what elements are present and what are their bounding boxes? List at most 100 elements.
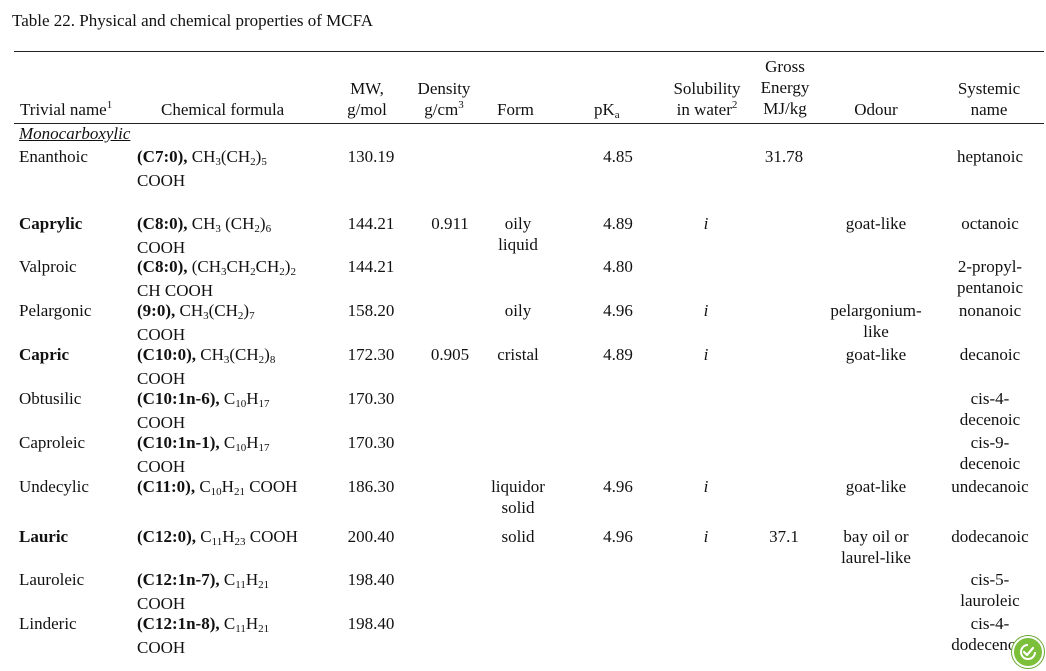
row-mw: 170.30 xyxy=(347,433,395,452)
formula-line1: (C12:1n-7), C11H21 xyxy=(137,569,269,593)
formula-subscript: 21 xyxy=(258,579,270,591)
formula-part: H xyxy=(246,389,259,408)
row-systemic-name: undecanoic xyxy=(942,476,1038,497)
header-solubility-line2: in water xyxy=(676,100,732,119)
formula-subscript: 10 xyxy=(210,486,222,498)
row-mw: 198.40 xyxy=(347,614,395,633)
formula-part: C xyxy=(223,433,236,452)
systemic-line1: cis-4- xyxy=(970,614,1010,633)
formula-code: (C7:0), xyxy=(137,147,188,166)
formula-subscript: 21 xyxy=(233,486,245,498)
formula-line2: COOH xyxy=(137,171,186,190)
row-systemic-name: heptanoic xyxy=(942,146,1038,167)
formula-line1: (C7:0), CH3(CH2)5 xyxy=(137,146,267,170)
row-solubility: i xyxy=(703,527,709,546)
systemic-line1: dodecanoic xyxy=(951,527,1029,546)
formula-line2: CH COOH xyxy=(137,281,214,300)
row-mw: 186.30 xyxy=(347,477,395,496)
formula-subscript: 2 xyxy=(237,310,244,322)
formula-subscript: 2 xyxy=(254,223,260,235)
header-pka: pKa xyxy=(594,99,620,123)
row-systemic-name: nonanoic xyxy=(942,300,1038,321)
row-mw: 158.20 xyxy=(347,301,395,320)
row-mw: 144.21 xyxy=(347,214,395,233)
header-solubility-sup: 2 xyxy=(731,99,738,111)
formula-subscript: 6 xyxy=(265,223,272,235)
header-chemical-formula: Chemical formula xyxy=(161,100,285,119)
odour-line2: laurel-like xyxy=(841,548,911,567)
row-pka: 4.96 xyxy=(603,477,633,496)
row-density: 0.905 xyxy=(430,345,470,364)
formula-part: ) xyxy=(284,257,291,276)
odour-line1: goat-like xyxy=(845,345,907,364)
leaf-check-icon[interactable] xyxy=(1012,636,1044,668)
row-solubility: i xyxy=(703,345,709,364)
formula-part: ) xyxy=(264,345,270,364)
formula-line1: (C10:0), CH3(CH2)8 xyxy=(137,344,275,368)
formula-line2: COOH xyxy=(137,369,186,388)
formula-subscript: 11 xyxy=(235,623,246,635)
header-density: Density g/cm3 xyxy=(408,78,480,123)
formula-subscript: 21 xyxy=(258,623,270,635)
row-form: oily liquid xyxy=(478,213,558,255)
formula-line1: (C12:1n-8), C11H21 xyxy=(137,613,269,637)
systemic-line2: dodecenoic xyxy=(951,635,1029,654)
formula-part: H xyxy=(246,433,259,452)
formula-subscript: 17 xyxy=(258,398,270,410)
systemic-line1: cis-4- xyxy=(970,389,1010,408)
formula-code: (9:0), xyxy=(137,301,176,320)
row-odour: goat-like xyxy=(820,476,932,497)
row-density: 0.911 xyxy=(431,214,469,233)
header-odour: Odour xyxy=(854,100,898,119)
formula-part: CH xyxy=(191,147,216,166)
form-line1: liquidor xyxy=(491,477,545,496)
systemic-line1: octanoic xyxy=(961,214,1019,233)
header-energy-line3: MJ/kg xyxy=(763,99,807,118)
formula-subscript: 3 xyxy=(203,310,209,322)
row-odour: bay oil or laurel-like xyxy=(820,526,932,568)
formula-part: (CH xyxy=(208,301,238,320)
row-trivial-name: Linderic xyxy=(19,614,77,633)
row-odour: goat-like xyxy=(820,213,932,234)
formula-part: C xyxy=(223,389,236,408)
header-rule xyxy=(14,123,1044,124)
formula-part: CH xyxy=(226,257,251,276)
formula-subscript: 11 xyxy=(235,579,246,591)
row-systemic-name: cis-4- decenoic xyxy=(942,388,1038,430)
systemic-line1: heptanoic xyxy=(956,147,1024,166)
row-chemical-formula: (C8:0), CH3 (CH2)6 COOH xyxy=(137,213,271,258)
formula-line1: (C12:0), C11H23 COOH xyxy=(137,526,298,550)
odour-line1: pelargonium- xyxy=(830,301,922,320)
row-trivial-name: Obtusilic xyxy=(19,389,82,408)
formula-part: COOH xyxy=(245,527,298,546)
formula-subscript: 2 xyxy=(290,266,296,278)
section-label: Monocarboxylic xyxy=(19,124,131,143)
form-line2: liquid xyxy=(498,235,538,254)
formula-line1: (C8:0), (CH3CH2CH2)2 xyxy=(137,256,296,280)
header-pka-text: pK xyxy=(594,100,615,119)
row-chemical-formula: (C10:0), CH3(CH2)8 COOH xyxy=(137,344,275,389)
formula-line2: COOH xyxy=(137,325,186,344)
header-trivial-name-sup: 1 xyxy=(106,99,113,111)
formula-subscript: 10 xyxy=(235,442,247,454)
formula-subscript: 3 xyxy=(215,223,221,235)
formula-line1: (C10:1n-6), C10H17 xyxy=(137,388,270,412)
formula-line1: (C11:0), C10H21 COOH xyxy=(137,476,297,500)
row-chemical-formula: (C10:1n-6), C10H17 COOH xyxy=(137,388,270,433)
formula-part: H xyxy=(245,570,259,589)
formula-subscript: 17 xyxy=(258,442,270,454)
formula-line2: COOH xyxy=(137,594,186,613)
formula-subscript: 23 xyxy=(234,536,246,548)
formula-code: (C12:1n-8), xyxy=(137,614,220,633)
formula-part: ) xyxy=(259,214,266,233)
odour-line1: goat-like xyxy=(845,477,907,496)
header-systemic-name: Systemic name xyxy=(944,78,1034,120)
row-systemic-name: 2-propyl-pentanoic xyxy=(942,256,1038,298)
formula-line1: (C10:1n-1), C10H17 xyxy=(137,432,270,456)
top-rule xyxy=(14,51,1044,52)
header-solubility: Solubility in water2 xyxy=(664,78,750,123)
systemic-line1: 2-propyl- xyxy=(957,257,1023,276)
formula-part: C xyxy=(200,527,212,546)
row-chemical-formula: (C12:0), C11H23 COOH xyxy=(137,526,298,550)
row-mw: 170.30 xyxy=(347,389,395,408)
